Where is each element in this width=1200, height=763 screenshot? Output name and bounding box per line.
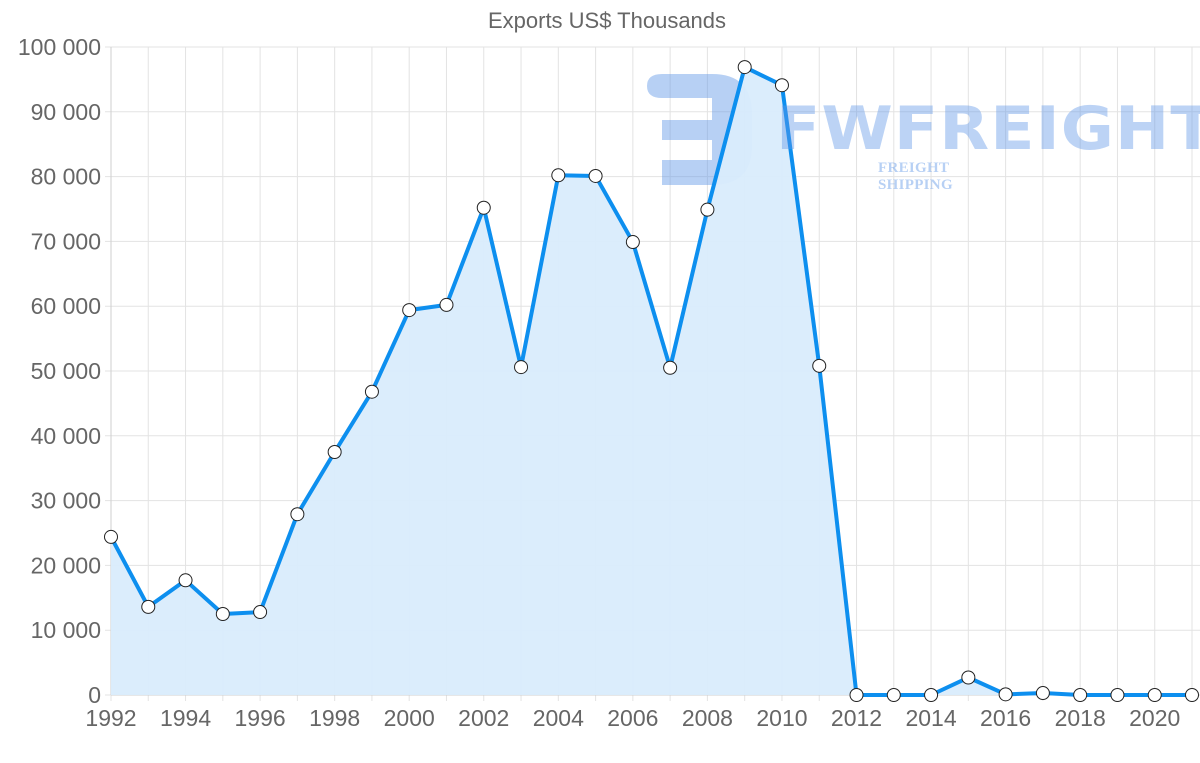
data-point-1997[interactable]	[290, 507, 305, 522]
data-point-1994[interactable]	[178, 573, 193, 588]
y-axis: 0 10 000 20 000 30 000 40 000 50 000 60 000 70 …	[18, 34, 101, 708]
data-point-2014[interactable]	[924, 688, 939, 702]
x-tick-label: 1996	[235, 705, 286, 731]
x-tick-label: 2020	[1129, 705, 1180, 731]
y-tick-label: 40 000	[31, 423, 101, 449]
data-point-1996[interactable]	[253, 605, 268, 620]
data-point-2021[interactable]	[1185, 688, 1199, 702]
x-tick-label: 2012	[831, 705, 882, 731]
data-point-2018[interactable]	[1073, 688, 1088, 702]
x-tick-label: 2010	[756, 705, 807, 731]
y-tick-label: 80 000	[31, 164, 101, 190]
data-point-2013[interactable]	[886, 688, 901, 702]
x-tick-label: 2002	[458, 705, 509, 731]
data-point-1992[interactable]	[104, 529, 118, 544]
data-point-1998[interactable]	[327, 445, 342, 459]
data-point-2011[interactable]	[812, 358, 827, 373]
data-point-2003[interactable]	[514, 360, 529, 375]
x-tick-label: 1998	[309, 705, 360, 731]
y-tick-label: 70 000	[31, 228, 101, 254]
x-tick-label: 2006	[607, 705, 658, 731]
data-points	[104, 60, 1199, 702]
data-point-2007[interactable]	[663, 360, 678, 375]
x-tick-label: 2004	[533, 705, 584, 731]
data-point-2009[interactable]	[737, 60, 752, 75]
area-fill	[111, 67, 1192, 695]
data-point-2010[interactable]	[774, 78, 789, 93]
y-tick-label: 10 000	[31, 617, 101, 643]
data-point-2019[interactable]	[1110, 688, 1125, 702]
x-axis: 1992 1994 1996 1998 2000 2002 2004 2006 2008 2010…	[85, 705, 1180, 731]
data-point-2002[interactable]	[476, 200, 491, 215]
data-point-2008[interactable]	[700, 202, 715, 217]
x-tick-label: 1994	[160, 705, 211, 731]
data-point-2005[interactable]	[588, 168, 603, 183]
x-tick-label: 2018	[1055, 705, 1106, 731]
data-point-2004[interactable]	[551, 168, 566, 183]
y-tick-label: 50 000	[31, 358, 101, 384]
x-tick-label: 2000	[384, 705, 435, 731]
x-tick-label: 2014	[905, 705, 956, 731]
x-tick-label: 1992	[85, 705, 136, 731]
data-point-2017[interactable]	[1035, 686, 1050, 701]
data-point-2001[interactable]	[439, 297, 454, 312]
x-tick-label: 2016	[980, 705, 1031, 731]
data-point-2015[interactable]	[961, 670, 976, 685]
y-tick-label: 20 000	[31, 552, 101, 578]
y-tick-label: 100 000	[18, 34, 101, 60]
data-point-2020[interactable]	[1147, 688, 1162, 702]
y-tick-label: 0	[88, 682, 101, 708]
data-point-1993[interactable]	[141, 599, 156, 614]
data-point-1995[interactable]	[215, 607, 230, 621]
data-point-2012[interactable]	[849, 688, 864, 702]
data-point-2016[interactable]	[998, 687, 1013, 702]
data-point-2006[interactable]	[625, 235, 640, 250]
data-point-1999[interactable]	[364, 384, 379, 399]
chart-title: Exports US$ Thousands	[487, 8, 727, 33]
y-tick-label: 60 000	[31, 293, 101, 319]
data-point-2000[interactable]	[402, 303, 417, 318]
y-tick-label: 90 000	[31, 99, 101, 125]
y-tick-label: 30 000	[31, 488, 101, 514]
x-tick-label: 2008	[682, 705, 733, 731]
